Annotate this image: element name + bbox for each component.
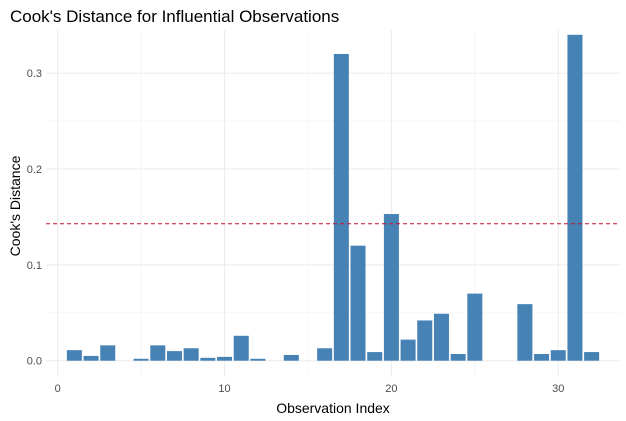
- bar: [217, 356, 233, 361]
- y-axis-ticks: 0.0 0.1 0.2 0.3: [27, 68, 42, 368]
- x-tick-label: 10: [218, 383, 230, 395]
- bar: [100, 345, 116, 361]
- bar: [183, 348, 199, 361]
- bar: [467, 293, 483, 361]
- bar: [133, 358, 149, 361]
- bar: [450, 353, 466, 361]
- chart-title: Cook's Distance for Influential Observat…: [10, 7, 339, 26]
- bar: [233, 335, 249, 361]
- grid: [46, 30, 620, 377]
- x-tick-label: 0: [55, 383, 61, 395]
- bar: [550, 350, 566, 361]
- bar: [166, 351, 182, 361]
- bar: [417, 320, 433, 361]
- x-tick-label: 30: [552, 383, 564, 395]
- y-axis-label: Cook's Distance: [7, 155, 23, 256]
- bar: [283, 354, 299, 361]
- x-tick-label: 20: [385, 383, 397, 395]
- bar: [433, 313, 449, 361]
- bars: [66, 34, 600, 361]
- bar: [66, 350, 82, 361]
- bar: [400, 339, 416, 361]
- bar: [317, 348, 333, 361]
- bar: [250, 358, 266, 361]
- bar: [584, 352, 600, 361]
- bar: [517, 304, 533, 361]
- bar: [333, 53, 349, 361]
- bar: [350, 245, 366, 361]
- bar: [367, 352, 383, 361]
- x-axis-ticks: 0 10 20 30: [55, 383, 565, 395]
- bar: [83, 355, 99, 361]
- bar: [150, 345, 166, 361]
- bar: [567, 34, 583, 361]
- bar: [534, 353, 550, 361]
- y-tick-label: 0.2: [27, 164, 42, 176]
- y-tick-label: 0.3: [27, 68, 42, 80]
- bar: [383, 214, 399, 361]
- y-tick-label: 0.0: [27, 356, 42, 368]
- x-axis-label: Observation Index: [276, 400, 390, 416]
- y-tick-label: 0.1: [27, 260, 42, 272]
- bar: [200, 357, 216, 361]
